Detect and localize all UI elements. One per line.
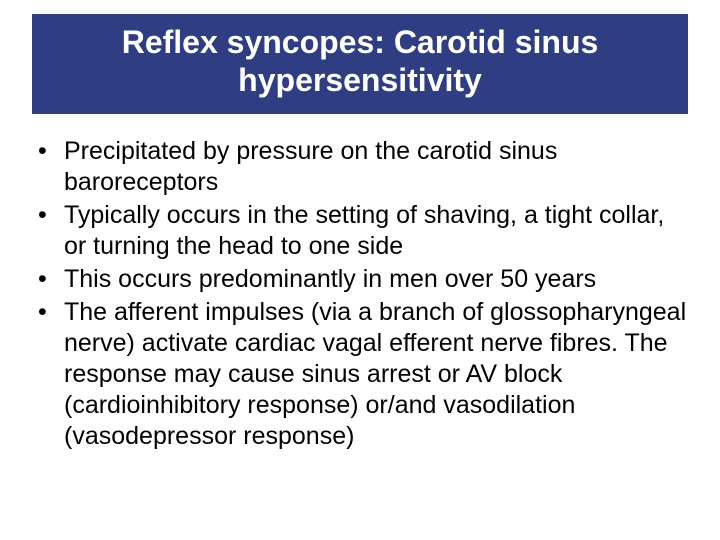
list-item: This occurs predominantly in men over 50… [34, 264, 692, 295]
list-item: The afferent impulses (via a branch of g… [34, 297, 692, 452]
list-item: Precipitated by pressure on the carotid … [34, 136, 692, 198]
list-item: Typically occurs in the setting of shavi… [34, 200, 692, 262]
slide: Reflex syncopes: Carotid sinus hypersens… [0, 0, 720, 540]
bullet-list: Precipitated by pressure on the carotid … [28, 136, 692, 452]
slide-title: Reflex syncopes: Carotid sinus hypersens… [42, 24, 678, 100]
title-box: Reflex syncopes: Carotid sinus hypersens… [32, 14, 688, 114]
